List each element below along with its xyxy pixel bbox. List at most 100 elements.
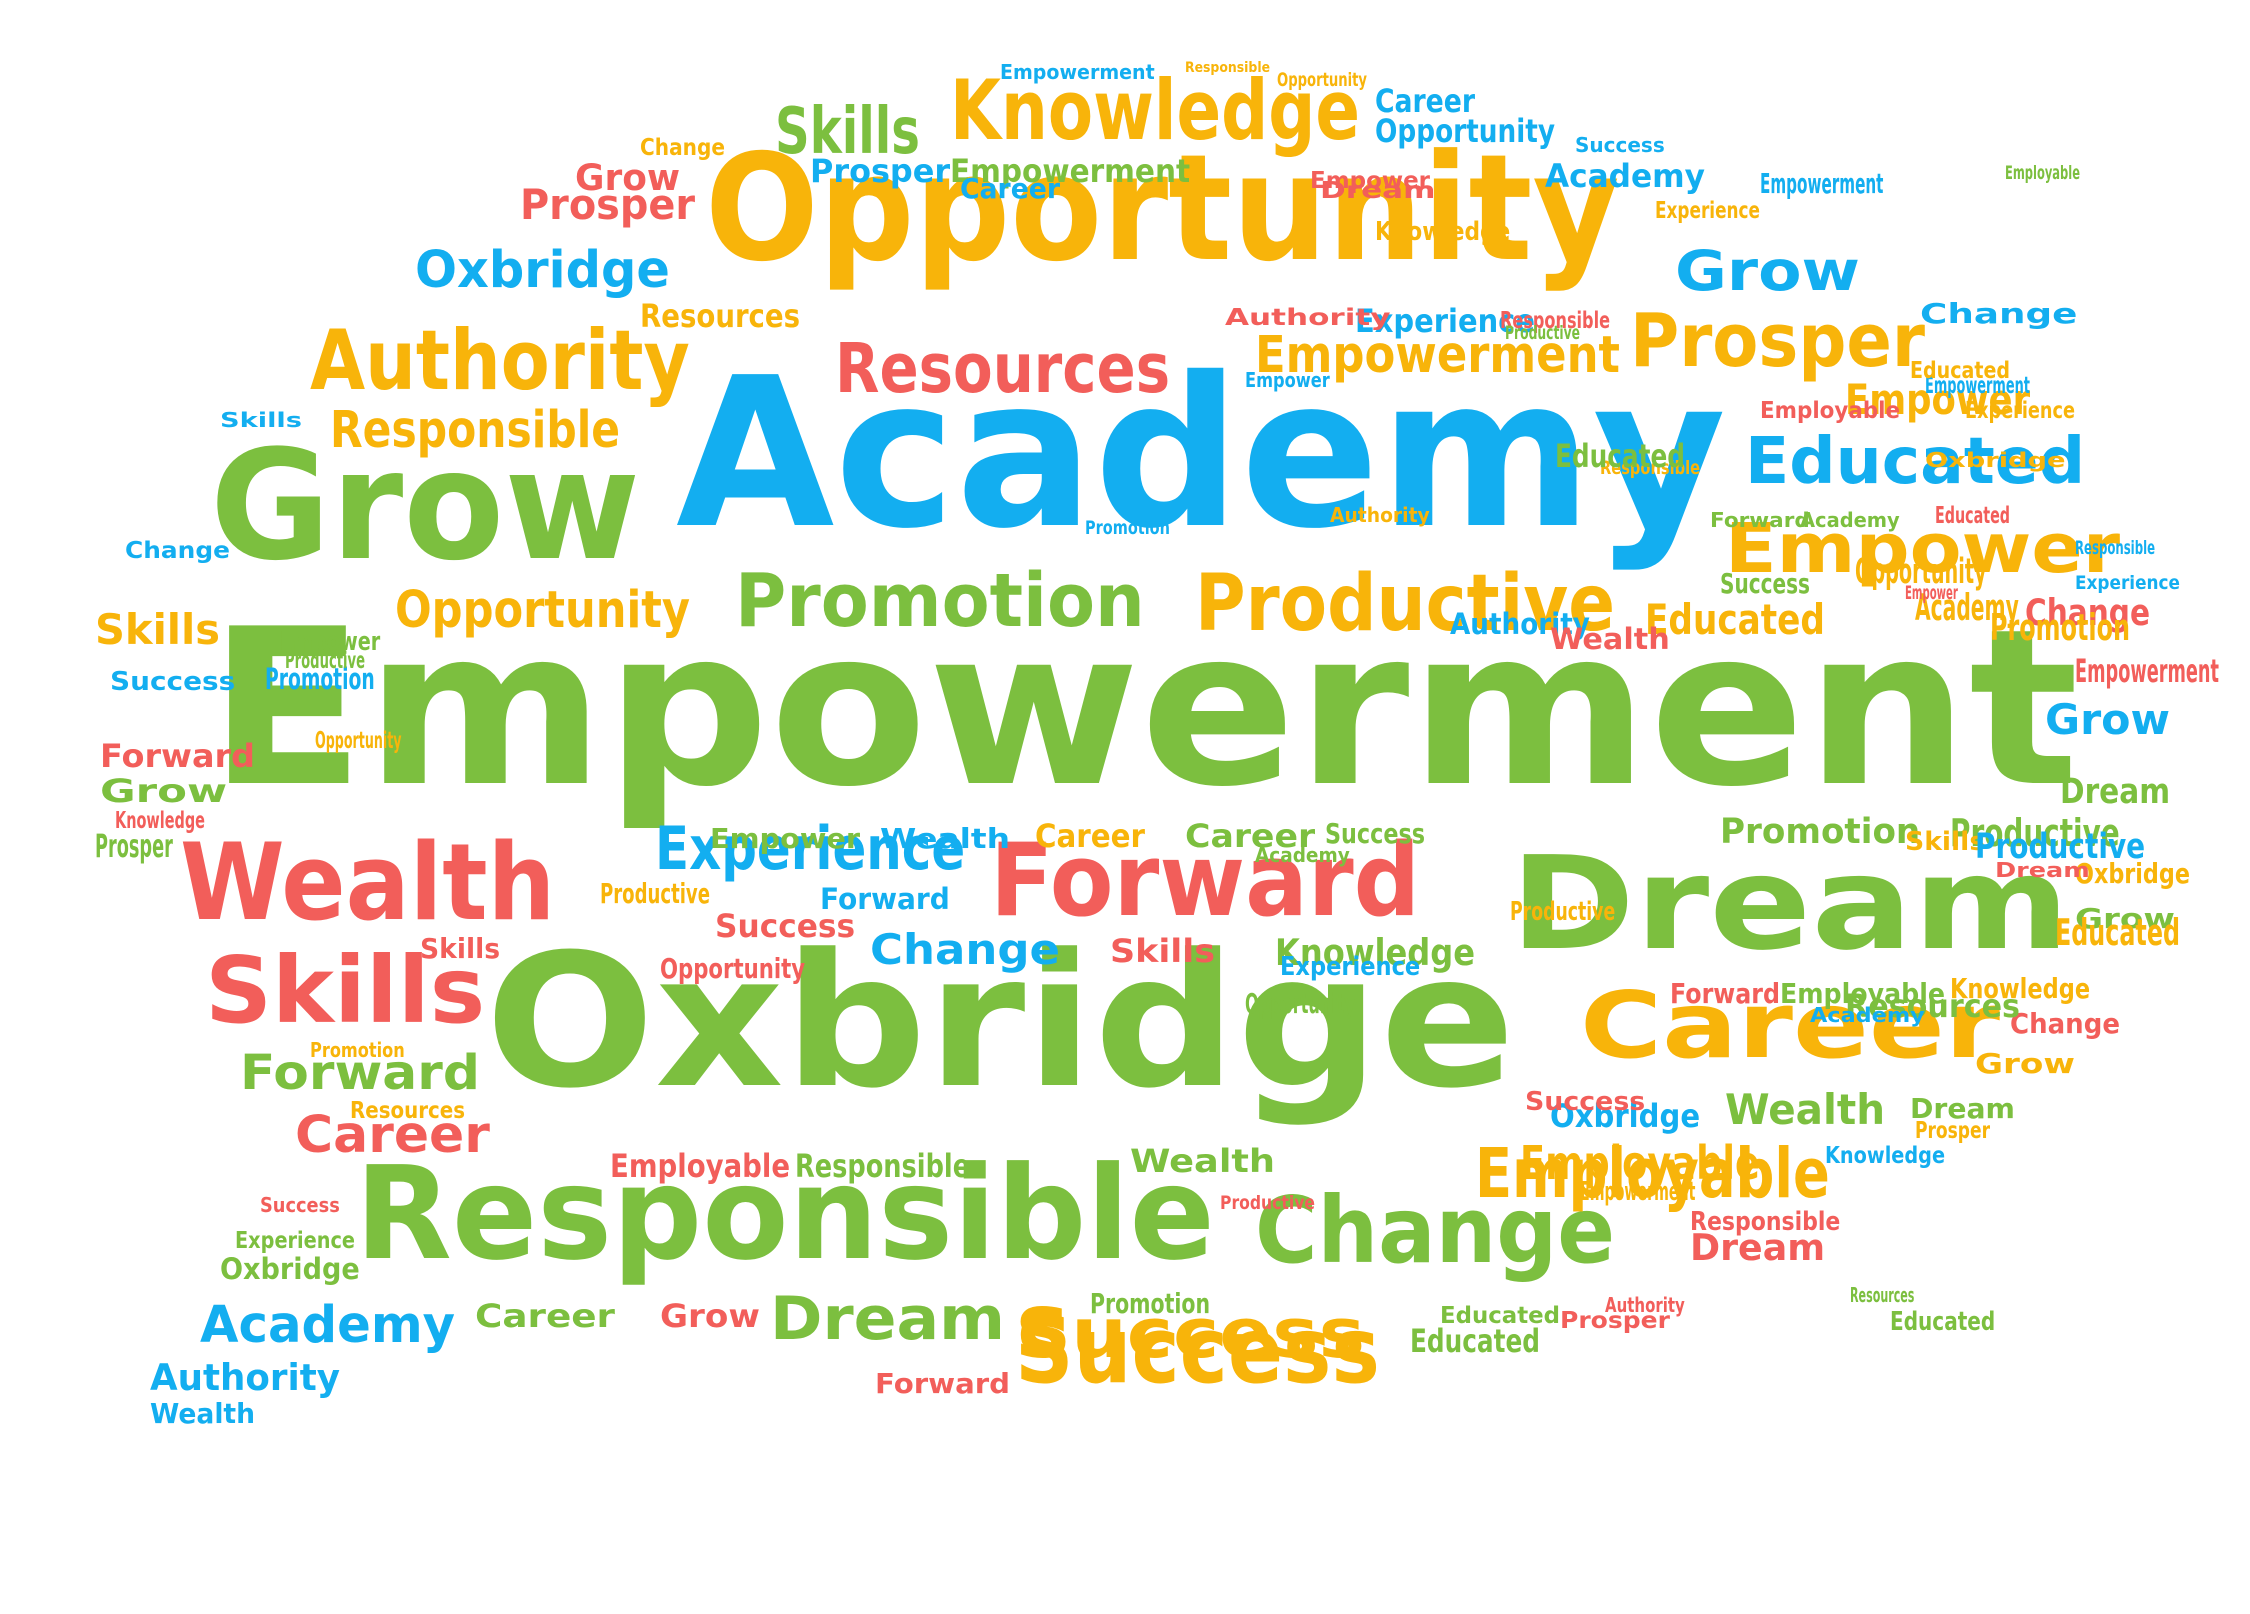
cloud-word: Prosper: [1915, 1118, 1991, 1144]
cloud-word: Educated: [2055, 911, 2181, 954]
cloud-word: Productive: [285, 648, 366, 674]
cloud-word: Employable: [2005, 163, 2080, 184]
cloud-word: Responsible: [1500, 308, 1611, 334]
cloud-word: Empower: [1245, 368, 1330, 392]
cloud-word: Grow: [660, 1297, 760, 1335]
cloud-word: Experience: [1965, 398, 2076, 424]
cloud-word: Resources: [1850, 1283, 1915, 1307]
cloud-word: Productive: [1950, 811, 2120, 856]
cloud-word: Career: [475, 1297, 615, 1335]
cloud-word: Success: [1015, 1297, 1380, 1404]
cloud-word: Opportunity: [315, 728, 402, 754]
cloud-word: Responsible: [1600, 458, 1701, 479]
cloud-word: Responsible: [355, 1139, 1215, 1289]
cloud-word: Empowerment: [950, 152, 1191, 190]
cloud-word: Change: [870, 926, 1060, 974]
cloud-word: Empower: [280, 627, 381, 657]
cloud-word: Empowerment: [2075, 652, 2219, 690]
cloud-word: Academy: [1915, 586, 2019, 629]
cloud-word: Opportunity: [705, 122, 1620, 294]
cloud-word: Career: [1580, 972, 2001, 1079]
cloud-word: Employable: [1760, 398, 1901, 424]
cloud-word: Resources: [350, 1098, 466, 1124]
cloud-word: Productive: [1975, 827, 2146, 867]
cloud-word: Prosper: [95, 827, 173, 865]
cloud-word: Empower: [1905, 583, 1958, 604]
cloud-word: Empower: [710, 822, 861, 855]
cloud-word: Success: [110, 667, 236, 697]
cloud-word: Productive: [1510, 897, 1616, 927]
cloud-word: Oxbridge: [1550, 1097, 1701, 1135]
cloud-word: Resources: [835, 329, 1171, 409]
cloud-word: Oxbridge: [220, 1252, 360, 1286]
cloud-word: Employable: [610, 1147, 791, 1185]
cloud-word: Wealth: [180, 821, 556, 944]
cloud-word: Empowerment: [1000, 60, 1155, 84]
cloud-word: Skills: [775, 94, 920, 169]
cloud-word: Employable: [1475, 1134, 1830, 1214]
cloud-word: Success: [1015, 1294, 1366, 1374]
cloud-word: Opportunity: [1855, 552, 1987, 592]
cloud-word: Responsible: [1690, 1207, 1841, 1237]
cloud-word: Employable: [1520, 1136, 1760, 1190]
cloud-word: Forward: [990, 821, 1421, 939]
cloud-word: Skills: [205, 937, 486, 1044]
cloud-word: Knowledge: [115, 808, 205, 834]
cloud-word: Productive: [1195, 558, 1616, 649]
cloud-word: Employable: [1780, 977, 1945, 1010]
cloud-word: Grow: [1975, 1047, 2076, 1080]
cloud-word: Grow: [100, 772, 228, 810]
cloud-word: Dream: [1910, 1092, 2015, 1125]
cloud-word: Empowerment: [1925, 373, 2030, 399]
cloud-word: Responsible: [2075, 538, 2156, 559]
cloud-word: Success: [715, 907, 856, 945]
cloud-word: Dream: [1510, 829, 2070, 979]
cloud-word: Dream: [2060, 772, 2171, 812]
cloud-word: Knowledge: [950, 62, 1360, 159]
cloud-word: Productive: [1220, 1193, 1316, 1214]
cloud-word: Educated: [1910, 358, 2010, 384]
cloud-word: Grow: [2045, 696, 2171, 744]
cloud-word: Educated: [1555, 437, 1685, 475]
cloud-word: Wealth: [150, 1397, 256, 1430]
cloud-word: Empowerment: [208, 582, 2079, 834]
cloud-word: Career: [1185, 817, 1316, 855]
cloud-word: Career: [1375, 82, 1475, 120]
cloud-word: Promotion: [1085, 518, 1170, 539]
cloud-word: Educated: [1440, 1303, 1561, 1329]
cloud-word: Oxbridge: [485, 915, 1516, 1129]
cloud-word: Promotion: [1090, 1287, 1211, 1320]
cloud-word: Promotion: [735, 559, 1145, 644]
cloud-word: Change: [640, 135, 725, 161]
cloud-word: Promotion: [265, 662, 375, 696]
cloud-word: Forward: [240, 1046, 480, 1101]
cloud-word: Change: [125, 538, 230, 564]
cloud-word: Opportunity: [1245, 987, 1355, 1020]
cloud-word: Dream: [1995, 858, 2090, 882]
cloud-word: Success: [1525, 1087, 1646, 1117]
cloud-word: Forward: [1710, 508, 1810, 532]
cloud-word: Forward: [875, 1367, 1011, 1400]
cloud-word: Authority: [1450, 607, 1590, 641]
cloud-word: Experience: [1280, 952, 1421, 982]
cloud-word: Success: [260, 1193, 340, 1217]
cloud-word: Career: [960, 172, 1061, 205]
cloud-word: Experience: [655, 814, 966, 884]
cloud-word: Experience: [235, 1228, 356, 1254]
cloud-word: Authority: [1225, 305, 1391, 331]
cloud-word: Skills: [420, 932, 501, 965]
cloud-word: Opportunity: [1375, 112, 1556, 150]
cloud-word: Empower: [1310, 168, 1431, 194]
cloud-word: Promotion: [1990, 606, 2130, 649]
cloud-word: Academy: [1255, 843, 1350, 867]
cloud-word: Grow: [2075, 902, 2176, 935]
cloud-word: Resources: [1845, 987, 2020, 1025]
cloud-word: Oxbridge: [1925, 448, 2066, 472]
cloud-word: Change: [1920, 297, 2078, 330]
cloud-word: Forward: [1670, 977, 1781, 1010]
cloud-word: Empowerment: [1760, 167, 1884, 200]
cloud-word: Productive: [1505, 323, 1580, 344]
cloud-word: Opportunity: [395, 580, 691, 639]
cloud-word: Success: [1720, 567, 1811, 600]
